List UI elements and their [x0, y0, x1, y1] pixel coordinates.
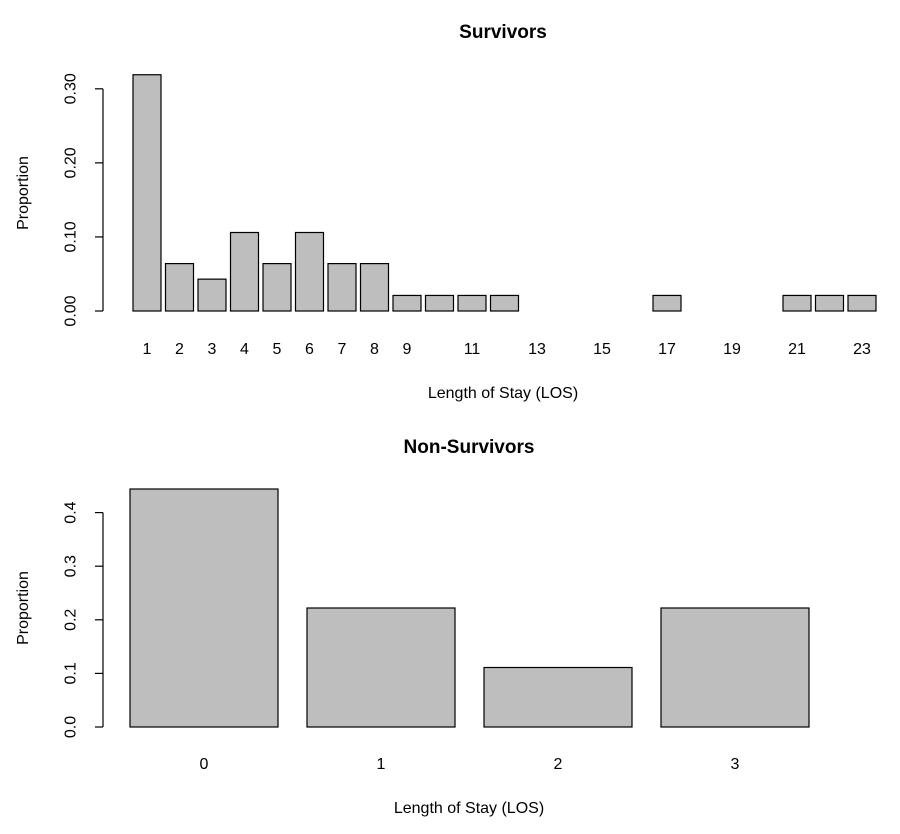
non-survivors-chart-title: Non-Survivors: [404, 437, 535, 458]
survivors-x-tick-labels: 1 2 3 4 5 6 7 8 9 11 13 15 17 19 21 23: [143, 341, 871, 358]
non-survivors-bars: [129, 488, 810, 728]
survivors-bar-5: [262, 263, 292, 312]
survivors-bar-7: [327, 263, 357, 312]
survivors-bars: [132, 74, 877, 312]
non-survivors-bar-0: [129, 488, 279, 728]
survivors-bar-6: [294, 231, 325, 312]
survivors-y-axis-label: Proportion: [15, 156, 32, 230]
survivors-y-tick-label: 0.30: [63, 73, 80, 104]
survivors-x-tick-label: 11: [464, 341, 481, 358]
survivors-x-tick-label: 19: [723, 341, 741, 358]
survivors-bar-12: [489, 294, 520, 312]
survivors-panel: Survivors Length of Stay (LOS) Proportio…: [15, 22, 877, 402]
non-survivors-x-tick-label: 2: [554, 756, 563, 773]
survivors-x-axis-label: Length of Stay (LOS): [428, 385, 578, 402]
survivors-x-tick-label: 8: [370, 341, 379, 358]
survivors-x-tick-label: 3: [208, 341, 217, 358]
survivors-x-tick-label: 5: [273, 341, 282, 358]
survivors-x-tick-label: 6: [305, 341, 314, 358]
non-survivors-y-tick-label: 0.1: [63, 662, 80, 684]
non-survivors-x-tick-labels: 0 1 2 3: [200, 756, 740, 773]
survivors-x-tick-label: 9: [403, 341, 412, 358]
non-survivors-y-tick-label: 0.0: [63, 716, 80, 738]
survivors-bar-21: [782, 294, 812, 312]
non-survivors-x-tick-label: 0: [200, 756, 209, 773]
survivors-bar-4: [229, 231, 260, 312]
survivors-x-tick-label: 7: [338, 341, 347, 358]
non-survivors-x-tick-label: 1: [377, 756, 386, 773]
survivors-bar-10: [424, 294, 455, 312]
survivors-bar-9: [392, 294, 422, 312]
survivors-x-tick-label: 2: [175, 341, 184, 358]
survivors-y-tick-label: 0.20: [63, 147, 80, 178]
survivors-x-tick-label: 15: [593, 341, 611, 358]
survivors-y-tick-label: 0.10: [63, 221, 80, 252]
survivors-y-tick-label: 0.00: [63, 295, 80, 326]
survivors-bar-2: [164, 263, 195, 312]
non-survivors-y-tick-label: 0.4: [63, 501, 80, 523]
survivors-bar-17: [652, 294, 682, 312]
survivors-bar-23: [847, 294, 877, 312]
non-survivors-bar-1: [306, 607, 456, 728]
survivors-x-tick-label: 23: [853, 341, 871, 358]
survivors-bar-3: [197, 278, 227, 312]
survivors-x-tick-label: 17: [658, 341, 676, 358]
non-survivors-y-tick-label: 0.2: [63, 609, 80, 631]
survivors-chart-title: Survivors: [459, 22, 547, 43]
non-survivors-y-axis: 0.0 0.1 0.2 0.3 0.4: [63, 501, 104, 738]
survivors-x-tick-label: 1: [143, 341, 152, 358]
survivors-x-tick-label: 13: [528, 341, 546, 358]
non-survivors-bar-2: [483, 666, 633, 728]
non-survivors-y-axis-label: Proportion: [15, 571, 32, 645]
non-survivors-bar-3: [660, 607, 810, 728]
non-survivors-y-tick-label: 0.3: [63, 555, 80, 577]
survivors-y-axis: 0.00 0.10 0.20 0.30: [63, 73, 104, 327]
non-survivors-panel: Non-Survivors Length of Stay (LOS) Propo…: [15, 437, 810, 817]
survivors-bar-8: [359, 263, 390, 312]
non-survivors-x-tick-label: 3: [731, 756, 740, 773]
survivors-bar-1: [132, 74, 162, 312]
survivors-bar-22: [814, 294, 845, 312]
survivors-x-tick-label: 21: [788, 341, 806, 358]
survivors-x-tick-label: 4: [240, 341, 249, 358]
non-survivors-x-axis-label: Length of Stay (LOS): [394, 800, 544, 817]
survivors-bar-11: [457, 294, 487, 312]
